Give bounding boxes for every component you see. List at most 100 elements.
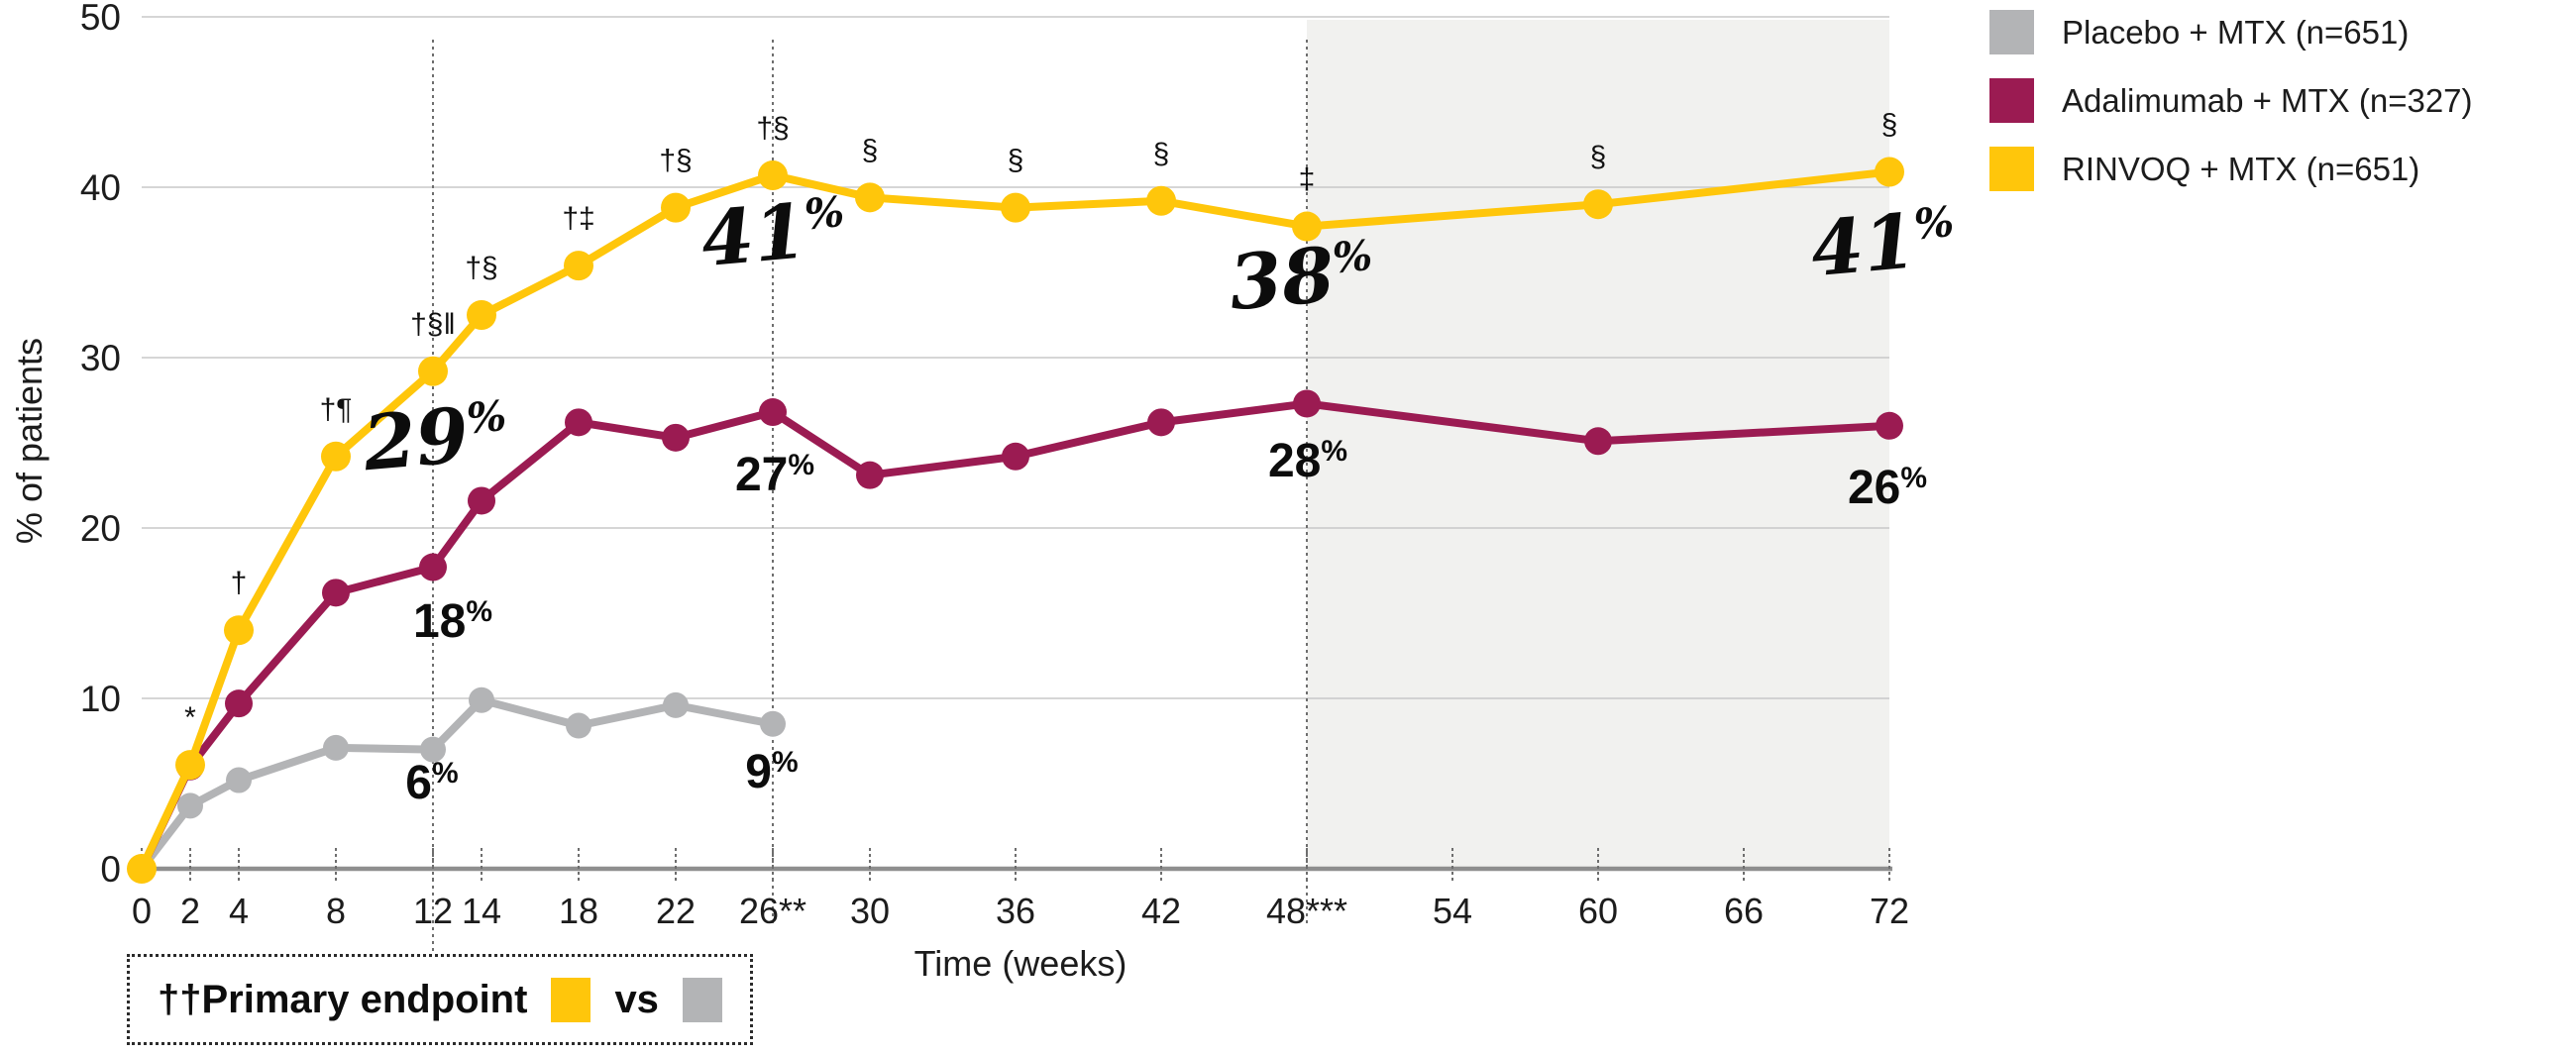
data-point-yellow	[1292, 211, 1322, 242]
significance-marker: †§	[756, 112, 789, 145]
data-point-yellow	[321, 441, 351, 472]
data-point-maroon	[225, 689, 253, 718]
x-tick-label: 22	[656, 891, 696, 931]
x-tick-label: 8	[326, 891, 346, 931]
x-tick-label: 14	[462, 891, 501, 931]
x-tick-label: 30	[850, 891, 890, 931]
data-point-gray	[226, 767, 252, 793]
value-label-comparator: 9%	[745, 746, 798, 798]
y-tick-label: 10	[80, 679, 121, 719]
data-point-maroon	[1293, 389, 1321, 418]
data-point-maroon	[565, 408, 592, 437]
value-label-comparator: 6%	[405, 757, 458, 809]
data-point-yellow	[467, 300, 496, 330]
significance-marker: §	[1881, 109, 1898, 142]
significance-marker: *	[184, 701, 196, 734]
data-point-maroon	[1584, 427, 1612, 456]
legend-label: RINVOQ + MTX (n=651)	[2062, 150, 2420, 187]
vs-label: vs	[614, 977, 659, 1021]
x-tick-label: 48***	[1266, 891, 1347, 931]
data-point-gray	[323, 734, 349, 761]
significance-marker: †‡	[562, 202, 594, 235]
data-point-maroon	[322, 579, 350, 607]
legend-label: Placebo + MTX (n=651)	[2062, 13, 2410, 51]
y-tick-label: 40	[80, 167, 121, 208]
data-point-gray	[420, 736, 446, 763]
data-point-gray	[469, 686, 494, 713]
significance-marker: §	[862, 134, 879, 166]
x-tick-label: 4	[229, 891, 249, 931]
value-label-rinvoq: 41%	[1807, 193, 1959, 293]
data-point-maroon	[662, 423, 690, 452]
data-point-yellow	[758, 159, 788, 190]
data-point-maroon	[759, 398, 787, 427]
data-point-gray	[566, 712, 591, 739]
data-point-yellow	[1583, 189, 1613, 220]
significance-marker: ‡	[1299, 163, 1316, 196]
data-point-yellow	[127, 854, 157, 884]
data-point-maroon	[419, 553, 447, 581]
x-axis-title: Time (weeks)	[913, 943, 1127, 984]
data-point-yellow	[564, 251, 593, 281]
y-tick-label: 20	[80, 508, 121, 549]
data-point-yellow	[1001, 192, 1030, 223]
value-label-comparator: 27%	[735, 449, 814, 501]
x-tick-label: 36	[996, 891, 1035, 931]
legend-label: Adalimumab + MTX (n=327)	[2062, 81, 2473, 119]
rinvoq-color-swatch-icon	[551, 977, 591, 1022]
significance-marker: †¶	[320, 393, 353, 426]
legend: Placebo + MTX (n=651) Adalimumab + MTX (…	[1989, 10, 2473, 191]
data-point-maroon	[856, 461, 884, 489]
y-tick-label: 50	[80, 0, 121, 38]
significance-marker: †§	[659, 145, 692, 177]
data-point-maroon	[1002, 442, 1029, 471]
primary-endpoint-footnote: ††Primary endpoint vs	[127, 954, 753, 1045]
value-label-rinvoq: 41%	[698, 183, 849, 283]
significance-marker: †§‖	[410, 308, 456, 341]
legend-item-placebo: Placebo + MTX (n=651)	[1989, 10, 2473, 54]
data-point-gray	[663, 691, 689, 718]
data-point-gray	[760, 710, 786, 737]
value-label-rinvoq: 38%	[1226, 227, 1377, 327]
legend-item-adalimumab: Adalimumab + MTX (n=327)	[1989, 78, 2473, 123]
value-label-rinvoq: 29%	[359, 387, 511, 487]
x-tick-label: 42	[1141, 891, 1181, 931]
adalimumab-color-swatch-icon	[1989, 78, 2034, 123]
y-tick-label: 30	[80, 338, 121, 378]
placebo-color-swatch-icon	[1989, 10, 2034, 54]
x-tick-label: 12	[413, 891, 453, 931]
significance-marker: †§	[465, 252, 497, 284]
data-point-maroon	[1147, 408, 1175, 437]
data-point-yellow	[855, 182, 885, 213]
legend-item-rinvoq: RINVOQ + MTX (n=651)	[1989, 147, 2473, 191]
y-axis-title: % of patients	[9, 337, 50, 545]
placebo-color-swatch-icon	[682, 977, 722, 1022]
data-point-yellow	[418, 356, 448, 386]
x-tick-label: 60	[1578, 891, 1618, 931]
x-tick-label: 54	[1433, 891, 1472, 931]
data-point-maroon	[1876, 411, 1903, 440]
rinvoq-color-swatch-icon	[1989, 147, 2034, 191]
primary-endpoint-label: ††Primary endpoint	[158, 977, 528, 1021]
x-tick-label: 2	[180, 891, 200, 931]
significance-marker: §	[1153, 138, 1170, 170]
value-label-comparator: 26%	[1848, 462, 1927, 514]
significance-marker: §	[1008, 145, 1024, 177]
x-tick-label: 66	[1724, 891, 1764, 931]
data-point-yellow	[175, 750, 205, 781]
x-tick-label: 72	[1870, 891, 1909, 931]
y-tick-label: 0	[100, 849, 121, 890]
data-point-yellow	[224, 615, 254, 646]
significance-marker: §	[1590, 141, 1607, 173]
data-point-yellow	[1146, 185, 1176, 216]
value-label-comparator: 18%	[413, 595, 492, 648]
x-tick-label: 0	[132, 891, 152, 931]
data-point-yellow	[1875, 157, 1904, 187]
x-tick-label: 18	[559, 891, 598, 931]
data-point-yellow	[661, 192, 691, 223]
value-label-comparator: 28%	[1268, 435, 1347, 487]
x-tick-label: 26**	[739, 891, 806, 931]
significance-marker: †	[231, 567, 248, 599]
